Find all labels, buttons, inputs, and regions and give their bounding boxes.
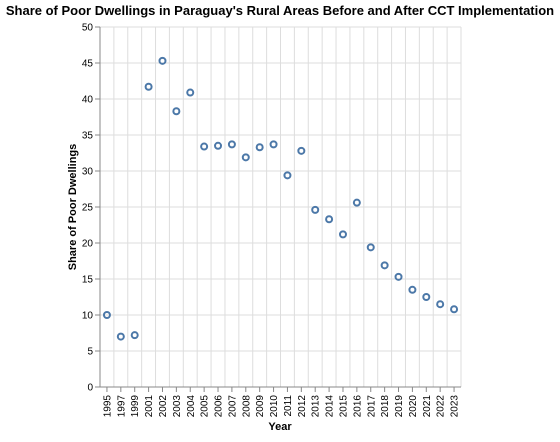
data-point [158, 56, 167, 65]
data-point [102, 311, 111, 319]
data-point [172, 107, 181, 116]
x-tick-label: 2010 [269, 395, 280, 418]
x-tick-label: 2002 [158, 395, 169, 418]
data-point [422, 293, 431, 301]
x-tick-label: 2019 [394, 395, 405, 418]
y-tick-label: 30 [82, 167, 94, 178]
y-tick-label: 15 [82, 275, 94, 286]
data-point [380, 261, 389, 270]
data-point [269, 140, 278, 149]
y-tick-label: 10 [82, 311, 94, 322]
y-tick-label: 45 [82, 59, 94, 70]
data-point [130, 331, 139, 340]
x-tick-label: 2012 [297, 395, 308, 418]
data-point [311, 205, 320, 214]
data-point [436, 300, 445, 309]
y-tick-label: 50 [82, 23, 94, 34]
x-tick-label: 2023 [450, 395, 461, 418]
data-point [366, 243, 375, 252]
x-tick-label: 2020 [408, 395, 419, 418]
x-tick-label: 2021 [422, 395, 433, 418]
y-tick-label: 5 [87, 347, 93, 358]
y-tick-label: 25 [82, 203, 94, 214]
x-tick-label: 2016 [352, 395, 363, 418]
x-tick-label: 2006 [214, 395, 225, 418]
data-point [241, 153, 250, 162]
x-tick-label: 2015 [338, 395, 349, 418]
tick-labels: 0 5 10 15 20 25 30 35 40 45 50 1995 1997 1999 2001 2002… [82, 23, 461, 418]
data-point [200, 142, 209, 151]
x-tick-label: 1995 [102, 395, 113, 418]
x-tick-label: 2005 [200, 395, 211, 418]
data-point [450, 305, 459, 314]
data-point [338, 230, 347, 239]
data-point [116, 332, 125, 341]
data-point [186, 88, 195, 97]
data-point [394, 272, 403, 281]
x-tick-label: 2001 [144, 395, 155, 418]
data-point [255, 143, 264, 152]
x-tick-label: 2013 [311, 395, 322, 418]
x-tick-label: 2007 [227, 395, 238, 418]
data-point [144, 82, 153, 91]
y-axis-title: Share of Poor Dwellings [67, 144, 79, 271]
x-axis-title: Year [268, 421, 292, 433]
y-tick-label: 0 [87, 383, 93, 394]
x-tick-label: 1999 [130, 395, 141, 418]
x-tick-label: 2014 [325, 395, 336, 418]
x-tick-label: 2022 [436, 395, 447, 418]
x-tick-label: 2003 [172, 395, 183, 418]
data-point [408, 285, 417, 294]
data-point [214, 141, 223, 150]
data-point [227, 140, 236, 149]
x-tick-label: 2004 [186, 395, 197, 418]
y-tick-label: 40 [82, 95, 94, 106]
x-tick-label: 2017 [366, 395, 377, 418]
x-tick-label: 2011 [283, 395, 294, 417]
data-points [102, 56, 459, 341]
data-point [325, 215, 334, 224]
data-point [283, 171, 292, 180]
y-tick-label: 35 [82, 131, 94, 142]
grid-lines [99, 26, 462, 388]
axes [95, 26, 461, 392]
data-point [297, 146, 306, 155]
data-point [352, 198, 361, 207]
x-tick-label: 1997 [116, 395, 127, 418]
x-tick-label: 2009 [255, 395, 266, 418]
chart-title: Share of Poor Dwellings in Paraguay's Ru… [6, 3, 554, 18]
y-tick-label: 20 [82, 239, 94, 250]
x-tick-label: 2018 [380, 395, 391, 418]
x-tick-label: 2008 [241, 395, 252, 418]
